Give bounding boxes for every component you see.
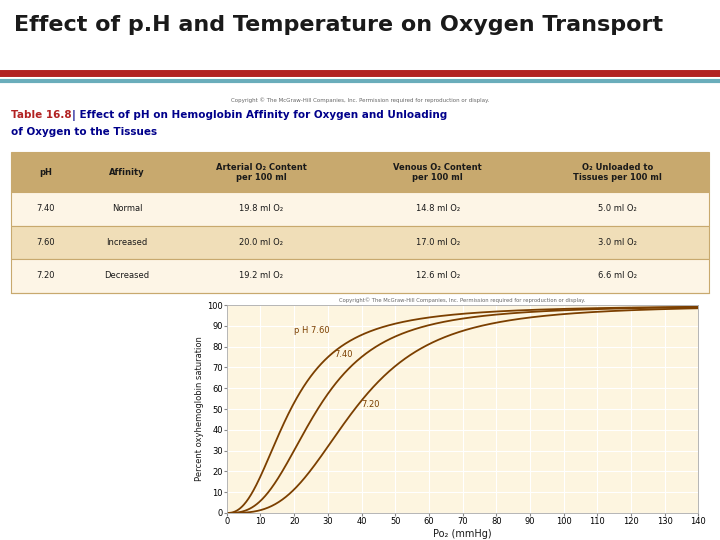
Text: Arterial O₂ Content
per 100 ml: Arterial O₂ Content per 100 ml (216, 163, 307, 182)
Text: 7.40: 7.40 (335, 350, 353, 360)
FancyBboxPatch shape (11, 259, 709, 293)
Text: Decreased: Decreased (104, 272, 150, 280)
FancyBboxPatch shape (11, 226, 709, 259)
Text: p H 7.60: p H 7.60 (294, 326, 330, 335)
Text: 17.0 ml O₂: 17.0 ml O₂ (415, 238, 459, 247)
Text: 12.6 ml O₂: 12.6 ml O₂ (415, 272, 459, 280)
Text: Copyright © The McGraw-Hill Companies, Inc. Permission required for reproduction: Copyright © The McGraw-Hill Companies, I… (231, 97, 489, 103)
Text: 7.60: 7.60 (37, 238, 55, 247)
Text: Effect of p.H and Temperature on Oxygen Transport: Effect of p.H and Temperature on Oxygen … (14, 15, 663, 35)
Text: Increased: Increased (107, 238, 148, 247)
Text: 7.20: 7.20 (361, 400, 380, 409)
Text: | Effect of pH on Hemoglobin Affinity for Oxygen and Unloading: | Effect of pH on Hemoglobin Affinity fo… (72, 110, 447, 121)
Text: pH: pH (40, 168, 53, 177)
Text: 19.8 ml O₂: 19.8 ml O₂ (239, 205, 283, 213)
Text: 7.20: 7.20 (37, 272, 55, 280)
Text: Normal: Normal (112, 205, 143, 213)
Text: 14.8 ml O₂: 14.8 ml O₂ (415, 205, 459, 213)
FancyBboxPatch shape (11, 192, 709, 226)
Y-axis label: Percent oxyhemoglobin saturation: Percent oxyhemoglobin saturation (195, 336, 204, 482)
Text: 20.0 ml O₂: 20.0 ml O₂ (239, 238, 283, 247)
Text: 19.2 ml O₂: 19.2 ml O₂ (239, 272, 283, 280)
Text: Affinity: Affinity (109, 168, 145, 177)
Text: 7.40: 7.40 (37, 205, 55, 213)
Text: 3.0 ml O₂: 3.0 ml O₂ (598, 238, 637, 247)
Text: O₂ Unloaded to
Tissues per 100 ml: O₂ Unloaded to Tissues per 100 ml (573, 163, 662, 182)
Text: 6.6 ml O₂: 6.6 ml O₂ (598, 272, 637, 280)
X-axis label: Po₂ (mmHg): Po₂ (mmHg) (433, 529, 492, 539)
Text: Copyright© The McGraw-Hill Companies, Inc. Permission required for reproduction : Copyright© The McGraw-Hill Companies, In… (339, 297, 586, 302)
Text: of Oxygen to the Tissues: of Oxygen to the Tissues (11, 127, 157, 138)
Text: Venous O₂ Content
per 100 ml: Venous O₂ Content per 100 ml (393, 163, 482, 182)
Text: 5.0 ml O₂: 5.0 ml O₂ (598, 205, 637, 213)
FancyBboxPatch shape (11, 152, 709, 192)
Text: Table 16.8: Table 16.8 (11, 110, 71, 120)
